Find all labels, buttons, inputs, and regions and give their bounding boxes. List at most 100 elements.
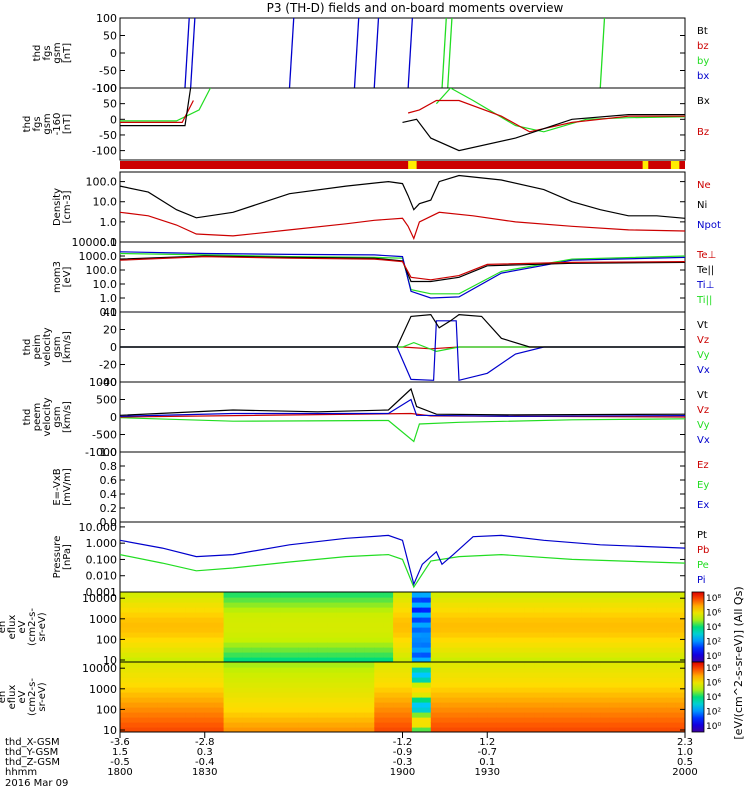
heatmap-cell bbox=[600, 677, 611, 683]
heatmap-cell bbox=[487, 667, 498, 673]
series-bx-segment bbox=[599, 18, 606, 88]
heatmap-cell bbox=[506, 617, 517, 623]
heatmap-cell bbox=[393, 632, 404, 638]
heatmap-cell bbox=[656, 692, 667, 698]
heatmap-cells bbox=[120, 592, 685, 662]
heatmap-cell bbox=[129, 602, 140, 608]
heatmap-cell bbox=[280, 597, 291, 603]
heatmap-cell bbox=[129, 637, 140, 643]
heatmap-cell bbox=[327, 657, 338, 662]
heatmap-cell bbox=[421, 602, 432, 608]
heatmap-cell bbox=[411, 707, 422, 713]
heatmap-cell bbox=[449, 727, 460, 732]
heatmap-cell bbox=[449, 687, 460, 693]
heatmap-cell bbox=[138, 592, 149, 598]
heatmap-cell bbox=[393, 707, 404, 713]
heatmap-cell bbox=[440, 647, 451, 653]
heatmap-cell bbox=[167, 622, 178, 628]
heatmap-cell bbox=[543, 707, 554, 713]
y-axis-label: fgs bbox=[32, 116, 43, 131]
heatmap-cell bbox=[628, 617, 639, 623]
heatmap-cell bbox=[336, 617, 347, 623]
heatmap-cell bbox=[138, 682, 149, 688]
heatmap-cell bbox=[148, 707, 159, 713]
heatmap-cell bbox=[656, 697, 667, 703]
heatmap-cell bbox=[421, 617, 432, 623]
heatmap-cell bbox=[327, 647, 338, 653]
heatmap-cell bbox=[204, 727, 215, 732]
heatmap-cell bbox=[223, 627, 234, 633]
heatmap-cell bbox=[346, 607, 356, 613]
heatmap-cell bbox=[515, 592, 526, 598]
heatmap-cell bbox=[637, 627, 648, 633]
heatmap-cell bbox=[637, 602, 648, 608]
heatmap-cell bbox=[553, 627, 564, 633]
heatmap-cell bbox=[590, 612, 601, 618]
heatmap-cell bbox=[214, 722, 225, 728]
heatmap-cell bbox=[411, 722, 422, 728]
heatmap-cell bbox=[524, 707, 535, 713]
y-axis-label: en bbox=[0, 691, 8, 704]
heatmap-cell bbox=[430, 612, 441, 618]
heatmap-cell bbox=[185, 707, 196, 713]
heatmap-cell bbox=[477, 647, 488, 653]
heatmap-cell bbox=[543, 602, 554, 608]
y-tick-label: 100 bbox=[96, 82, 117, 95]
heatmap-cell bbox=[496, 702, 507, 708]
heatmap-cell bbox=[383, 632, 394, 638]
heatmap-cell bbox=[506, 667, 517, 673]
heatmap-cell bbox=[524, 722, 535, 728]
heatmap-cell bbox=[562, 592, 573, 598]
heatmap-cell bbox=[167, 662, 178, 668]
heatmap-cell bbox=[289, 717, 300, 723]
heatmap-cell bbox=[430, 642, 441, 648]
heatmap-cell bbox=[327, 677, 338, 683]
heatmap-cell bbox=[355, 607, 366, 613]
heatmap-cell bbox=[280, 592, 291, 598]
heatmap-cell bbox=[120, 597, 130, 603]
heatmap-cell bbox=[553, 717, 564, 723]
heatmap-cell bbox=[590, 647, 601, 653]
heatmap-cell bbox=[637, 622, 648, 628]
heatmap-cell bbox=[280, 602, 291, 608]
heatmap-cell bbox=[562, 622, 573, 628]
heatmap-cell bbox=[383, 642, 394, 648]
heatmap-cell bbox=[543, 662, 554, 668]
heatmap-cell bbox=[440, 702, 451, 708]
heatmap-cell bbox=[327, 717, 338, 723]
heatmap-cell bbox=[280, 722, 291, 728]
heatmap-cell bbox=[374, 652, 385, 658]
heatmap-cell bbox=[609, 607, 620, 613]
heatmap-cell bbox=[487, 632, 498, 638]
heatmap-cell bbox=[148, 682, 159, 688]
heatmap-cell bbox=[214, 677, 225, 683]
heatmap-cell bbox=[553, 617, 564, 623]
heatmap-cell bbox=[459, 627, 469, 633]
panel-frame bbox=[119, 451, 686, 523]
legend-entry: Vx bbox=[697, 435, 710, 446]
heatmap-cell bbox=[251, 632, 262, 638]
heatmap-cell bbox=[506, 642, 517, 648]
heatmap-cell bbox=[346, 642, 356, 648]
legend-entry: Vz bbox=[697, 405, 709, 416]
heatmap-cell bbox=[515, 667, 526, 673]
legend-entry: Pt bbox=[697, 530, 707, 541]
heatmap-cell bbox=[515, 692, 526, 698]
heatmap-cell bbox=[280, 702, 291, 708]
heatmap-cell bbox=[487, 652, 498, 658]
x-tick-label: 1.2 bbox=[479, 737, 495, 748]
heatmap-cell bbox=[157, 642, 168, 648]
heatmap-cell bbox=[129, 642, 140, 648]
heatmap-cell bbox=[449, 702, 460, 708]
heatmap-cell bbox=[374, 712, 385, 718]
heatmap-cell bbox=[308, 637, 319, 643]
heatmap-cell bbox=[430, 697, 441, 703]
heatmap-cell bbox=[543, 607, 554, 613]
heatmap-cell bbox=[308, 662, 319, 668]
heatmap-cell bbox=[374, 662, 385, 668]
x-tick-label: -0.9 bbox=[393, 747, 413, 758]
heatmap-cell bbox=[176, 682, 187, 688]
heatmap-cell bbox=[346, 592, 356, 598]
heatmap-cell bbox=[120, 622, 130, 628]
heatmap-cell bbox=[298, 597, 309, 603]
